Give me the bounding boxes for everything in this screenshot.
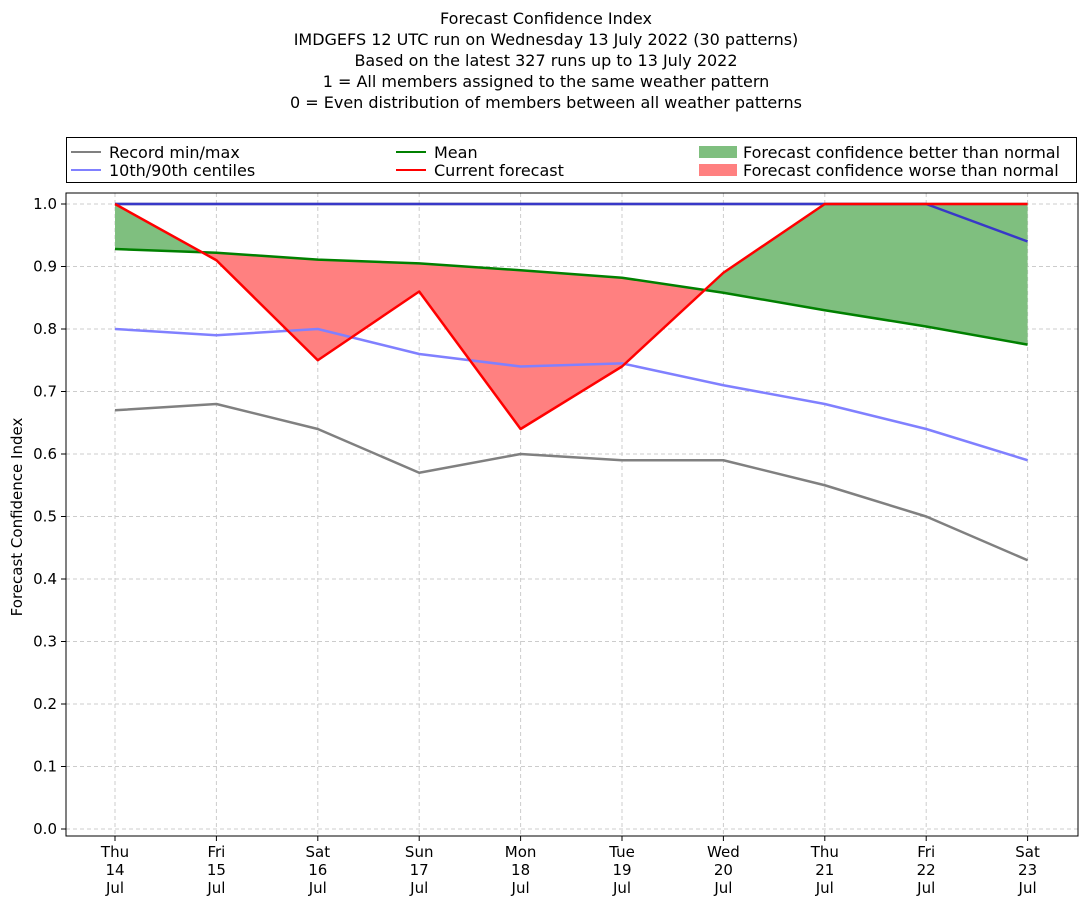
current-forecast-line xyxy=(114,202,1028,431)
legend-current-swatch xyxy=(396,168,426,172)
mean-line xyxy=(114,247,1028,346)
x-tick-label-line: Jul xyxy=(511,879,530,897)
legend-mean-swatch xyxy=(396,150,426,154)
x-tick-label-line: Fri xyxy=(207,843,225,861)
legend-record: Record min/max xyxy=(71,142,240,162)
y-tick-label: 1.0 xyxy=(33,195,57,213)
x-tick-label-line: Jul xyxy=(308,879,327,897)
legend-mean: Mean xyxy=(396,142,478,162)
title-line-2: IMDGEFS 12 UTC run on Wednesday 13 July … xyxy=(293,30,799,49)
legend-mean-label: Mean xyxy=(434,142,478,162)
x-tick-label-line: Sat xyxy=(1015,843,1040,861)
x-tick-label: Tue 19 Jul xyxy=(608,843,635,897)
legend-better: Forecast confidence better than normal xyxy=(699,142,1061,162)
x-tick-label-line: Tue xyxy=(608,843,635,861)
confidence-fills xyxy=(115,204,1028,429)
legend-centiles-label: 10th/90th centiles xyxy=(109,160,256,180)
x-tick-label-line: Jul xyxy=(409,879,428,897)
x-tick-label-line: Wed xyxy=(707,843,740,861)
x-tick-label-line: 16 xyxy=(308,861,327,879)
x-tick-label-line: 19 xyxy=(612,861,631,879)
y-tick-label: 0.4 xyxy=(33,570,57,588)
y-tick-label: 0.6 xyxy=(33,445,57,463)
title-line-4: 1 = All members assigned to the same wea… xyxy=(322,72,770,91)
x-tick-label: Sat 16 Jul xyxy=(305,843,330,897)
worse-than-normal-area xyxy=(201,252,705,429)
x-tick-label-line: Jul xyxy=(206,879,225,897)
x-tick-label-line: Mon xyxy=(505,843,537,861)
y-tick-label: 0.5 xyxy=(33,508,57,526)
legend-record-swatch xyxy=(71,150,101,154)
x-tick-label-line: 21 xyxy=(815,861,834,879)
y-tick-label: 0.2 xyxy=(33,695,57,713)
x-tick-label-line: Jul xyxy=(1018,879,1037,897)
y-tick-label: 0.8 xyxy=(33,320,57,338)
x-tick-label-line: Thu xyxy=(100,843,129,861)
series-lines xyxy=(114,202,1029,562)
x-tick-label: Fri 15 Jul xyxy=(206,843,226,897)
x-tick-label: Thu 21 Jul xyxy=(810,843,839,897)
y-axis-label: Forecast Confidence Index xyxy=(8,418,26,617)
plot-frame xyxy=(65,192,1079,837)
legend-current-label: Current forecast xyxy=(434,160,564,180)
legend-record-label: Record min/max xyxy=(109,142,240,162)
legend-centiles: 10th/90th centiles xyxy=(71,160,256,180)
p10-centile-line xyxy=(114,327,1028,462)
x-tick-label-line: 14 xyxy=(105,861,124,879)
legend-worse-label: Forecast confidence worse than normal xyxy=(743,160,1059,180)
legend: Record min/max 10th/90th centiles Mean C… xyxy=(66,137,1077,183)
x-tick-label-line: Jul xyxy=(105,879,124,897)
y-tick-label: 0.1 xyxy=(33,758,57,776)
x-tick-label-line: Jul xyxy=(612,879,631,897)
x-tick-label: Sun 17 Jul xyxy=(405,843,434,897)
x-tick-label: Thu 14 Jul xyxy=(100,843,129,897)
x-tick-label-line: 18 xyxy=(511,861,530,879)
x-tick-label-line: 17 xyxy=(410,861,429,879)
x-tick-label-line: Fri xyxy=(917,843,935,861)
legend-worse: Forecast confidence worse than normal xyxy=(699,160,1059,180)
x-tick-label: Fri 22 Jul xyxy=(916,843,936,897)
legend-current: Current forecast xyxy=(396,160,564,180)
x-tick-label-line: 23 xyxy=(1018,861,1037,879)
title-line-3: Based on the latest 327 runs up to 13 Ju… xyxy=(354,51,738,70)
x-tick-label-line: Jul xyxy=(916,879,935,897)
x-tick-label-line: Sat xyxy=(305,843,330,861)
legend-better-label: Forecast confidence better than normal xyxy=(743,142,1061,162)
title-line-1: Forecast Confidence Index xyxy=(440,9,652,28)
x-tick-label: Mon 18 Jul xyxy=(505,843,537,897)
x-tick-label-line: Sun xyxy=(405,843,434,861)
title-line-5: 0 = Even distribution of members between… xyxy=(289,93,803,112)
better-than-normal-area xyxy=(704,204,1028,345)
y-tick-label: 0.3 xyxy=(33,633,57,651)
x-tick-label: Wed 20 Jul xyxy=(707,843,740,897)
chart-title: Forecast Confidence Index IMDGEFS 12 UTC… xyxy=(0,8,1092,113)
y-tick-label: 0.7 xyxy=(33,383,57,401)
y-tick-label: 0.9 xyxy=(33,258,57,276)
legend-better-swatch xyxy=(699,146,737,158)
x-tick-label-line: 20 xyxy=(714,861,733,879)
x-tick-label-line: Jul xyxy=(815,879,834,897)
x-tick-label-line: Jul xyxy=(713,879,732,897)
x-tick-label-line: 22 xyxy=(917,861,936,879)
y-tick-label: 0.0 xyxy=(33,820,57,838)
x-tick-label-line: Thu xyxy=(810,843,839,861)
x-tick-label-line: 15 xyxy=(207,861,226,879)
x-tick-label: Sat 23 Jul xyxy=(1015,843,1040,897)
record-min-line xyxy=(114,402,1029,562)
legend-centiles-swatch xyxy=(71,168,101,172)
legend-worse-swatch xyxy=(699,164,737,176)
